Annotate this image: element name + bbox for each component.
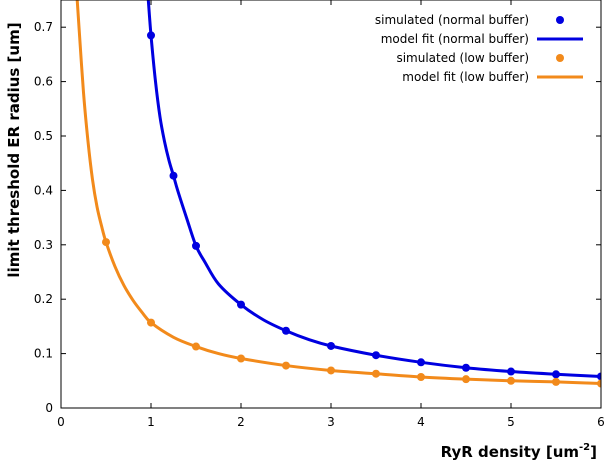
data-point — [372, 369, 380, 378]
data-point — [147, 31, 155, 40]
data-point — [417, 358, 425, 367]
legend-label: simulated (normal buffer) — [375, 13, 529, 27]
data-point — [169, 171, 178, 180]
x-tick-label: 1 — [147, 415, 155, 429]
data-point — [597, 379, 601, 388]
x-tick-label: 2 — [237, 415, 245, 429]
plot-frame — [60, 0, 602, 409]
y-tick-label: 0.1 — [34, 347, 53, 361]
fit-curve-line — [146, 0, 601, 378]
x-tick-label: 0 — [57, 415, 65, 429]
legend: simulated (normal buffer) model fit (norm… — [375, 13, 583, 84]
legend-marker — [556, 54, 564, 62]
data-point — [462, 375, 470, 384]
y-tick-label: 0.5 — [34, 129, 53, 143]
data-point — [462, 363, 470, 372]
data-point — [282, 361, 290, 370]
y-tick-label: 0.7 — [34, 20, 53, 34]
y-tick-label: 0.3 — [34, 238, 53, 252]
x-tick-label: 4 — [417, 415, 425, 429]
y-tick-label: 0.4 — [34, 183, 53, 197]
series-layer — [75, 0, 601, 388]
data-point — [192, 342, 200, 351]
data-point — [327, 366, 335, 375]
y-tick-label: 0.2 — [34, 292, 53, 306]
data-point — [507, 367, 515, 376]
data-point — [552, 377, 560, 386]
x-axis-title: RyR density [um-2] — [441, 442, 597, 461]
legend-marker — [556, 16, 564, 24]
x-tick-label: 6 — [597, 415, 604, 429]
y-axis-title: limit threshold ER radius [um] — [5, 22, 23, 277]
data-point — [507, 376, 515, 385]
y-tick-label: 0.6 — [34, 75, 53, 89]
data-point — [417, 372, 425, 381]
legend-label: simulated (low buffer) — [396, 51, 529, 65]
data-point — [102, 238, 110, 247]
y-tick-label: 0 — [45, 401, 53, 415]
plot-area — [75, 0, 601, 388]
legend-label: model fit (low buffer) — [402, 70, 529, 84]
data-point — [192, 241, 200, 250]
data-point — [327, 341, 335, 350]
data-point — [237, 300, 245, 309]
x-tick-label: 3 — [327, 415, 335, 429]
legend-label: model fit (normal buffer) — [381, 32, 529, 46]
data-point — [552, 370, 560, 379]
data-point — [147, 318, 155, 327]
data-point — [597, 372, 601, 381]
data-point — [237, 354, 245, 363]
data-point — [282, 326, 290, 335]
data-point — [372, 351, 380, 360]
ticks-layer: 0 1 2 3 4 5 6 0 0.1 0.2 0.3 0.4 0.5 0.6 0.7 — [34, 0, 604, 429]
x-tick-label: 5 — [507, 415, 515, 429]
